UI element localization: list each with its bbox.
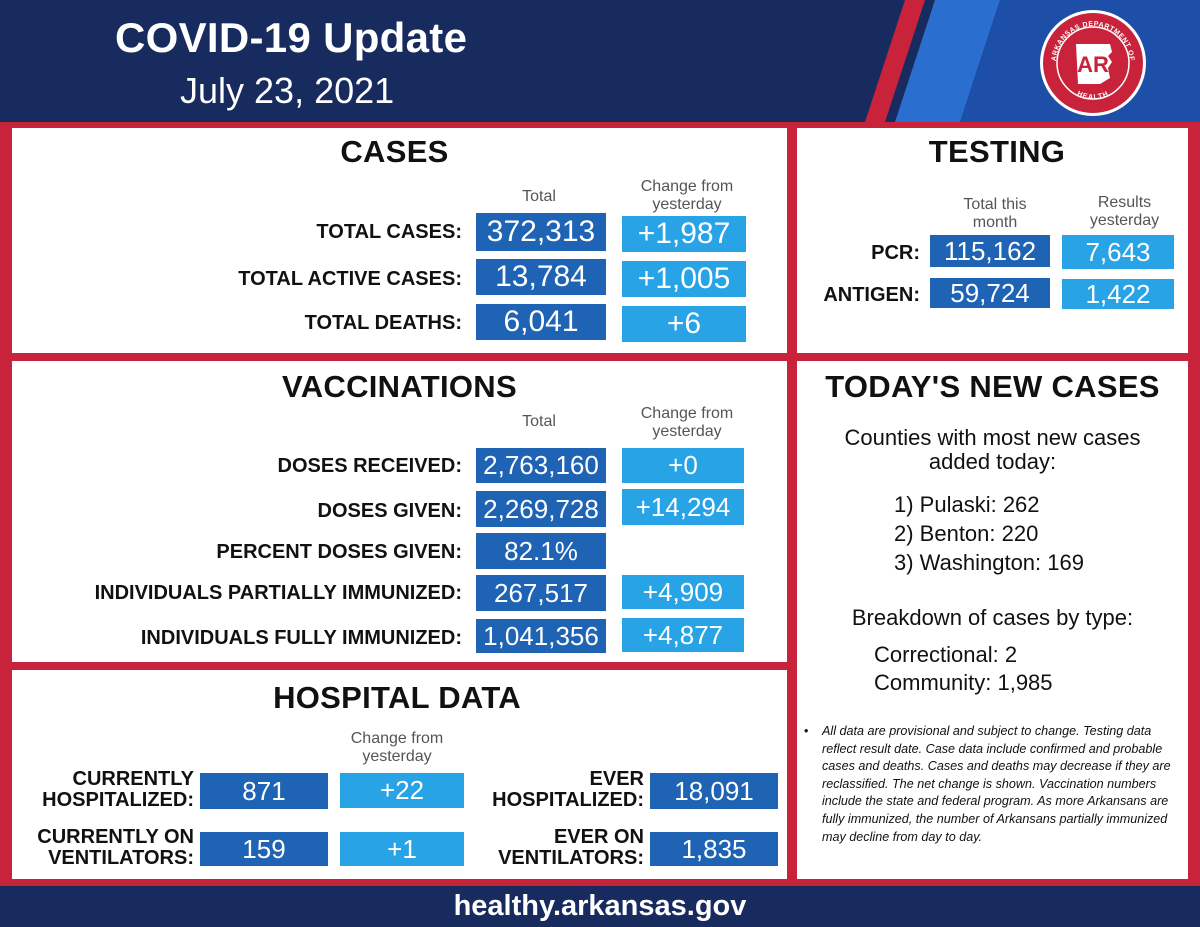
testing-panel: TESTING Total this month Results yesterd… — [797, 128, 1188, 353]
doses-given-label: DOSES GIVEN: — [317, 500, 462, 522]
ever-ventilators-value: 1,835 — [650, 832, 778, 866]
ever-hospitalized-line1: EVER — [589, 768, 644, 790]
svg-text:AR: AR — [1077, 52, 1109, 77]
ever-ventilators-label: EVER ON VENTILATORS: — [498, 827, 644, 869]
currently-ventilators-line1: CURRENTLY ON — [37, 826, 194, 848]
cases-title: CASES — [340, 134, 449, 169]
county-item: 2) Benton: 220 — [894, 521, 1039, 546]
hospital-col-change: Change from yesterday — [350, 730, 444, 765]
total-cases-label: TOTAL CASES: — [316, 221, 462, 243]
percent-doses-given-value: 82.1% — [476, 533, 606, 569]
svg-text:HEALTH: HEALTH — [1076, 90, 1110, 101]
currently-hospitalized-label: CURRENTLY HOSPITALIZED: — [42, 769, 194, 811]
partially-immunized-label: INDIVIDUALS PARTIALLY IMMUNIZED: — [94, 582, 462, 604]
fully-immunized-change: +4,877 — [622, 618, 744, 652]
new-cases-panel — [797, 361, 1188, 879]
disclaimer-text: All data are provisional and subject to … — [822, 724, 1171, 844]
vaccinations-panel: VACCINATIONS Total Change from yesterday… — [12, 361, 787, 662]
ever-hospitalized-line2: HOSPITALIZED: — [492, 789, 644, 811]
hospital-title: HOSPITAL DATA — [273, 680, 521, 715]
antigen-yesterday-value: 1,422 — [1062, 279, 1174, 309]
counties-heading-line1: Counties with most new cases — [844, 425, 1141, 450]
doses-received-value: 2,763,160 — [476, 448, 606, 483]
total-cases-change: +1,987 — [622, 216, 746, 252]
ever-hospitalized-label: EVER HOSPITALIZED: — [492, 769, 644, 811]
doses-given-change: +14,294 — [622, 489, 744, 525]
doses-given-value: 2,269,728 — [476, 491, 606, 527]
currently-hospitalized-value: 871 — [200, 773, 328, 809]
arkansas-health-seal-logo: ARKANSAS DEPARTMENT OF HEALTH AR — [1040, 10, 1146, 116]
total-cases-value: 372,313 — [476, 213, 606, 251]
county-item: 1) Pulaski: 262 — [894, 492, 1040, 517]
pcr-month-value: 115,162 — [930, 235, 1050, 267]
footer-url-link[interactable]: healthy.arkansas.gov — [0, 886, 1200, 927]
testing-col-month: Total this month — [963, 196, 1027, 231]
ever-ventilators-line1: EVER ON — [553, 826, 644, 848]
currently-hospitalized-line1: CURRENTLY — [72, 768, 195, 790]
ever-hospitalized-value: 18,091 — [650, 773, 778, 809]
counties-heading-line2: added today: — [928, 449, 1057, 474]
active-cases-value: 13,784 — [476, 259, 606, 295]
currently-ventilators-change: +1 — [340, 832, 464, 866]
testing-col-yesterday: Results yesterday — [1089, 194, 1160, 229]
breakdown-item: Community: 1,985 — [874, 670, 1053, 695]
partially-immunized-change: +4,909 — [622, 575, 744, 609]
new-cases-title: TODAY'S NEW CASES — [825, 369, 1160, 404]
vaccinations-title: VACCINATIONS — [282, 369, 517, 404]
vaccinations-col-change: Change from yesterday — [640, 405, 734, 440]
bullet-icon: • — [804, 724, 809, 738]
antigen-label: ANTIGEN: — [823, 284, 920, 306]
total-deaths-change: +6 — [622, 306, 746, 342]
cases-panel: CASES Total Change from yesterday TOTAL … — [12, 128, 787, 353]
currently-ventilators-label: CURRENTLY ON VENTILATORS: — [37, 827, 194, 869]
cases-col-total: Total — [522, 188, 556, 205]
active-cases-label: TOTAL ACTIVE CASES: — [238, 268, 462, 290]
active-cases-change: +1,005 — [622, 261, 746, 297]
counties-heading: Counties with most new cases added today… — [800, 426, 1185, 474]
page-date: July 23, 2021 — [180, 70, 395, 111]
currently-hospitalized-change: +22 — [340, 773, 464, 808]
doses-received-label: DOSES RECEIVED: — [277, 455, 462, 477]
testing-title: TESTING — [928, 134, 1066, 169]
total-deaths-label: TOTAL DEATHS: — [304, 312, 462, 334]
pcr-yesterday-value: 7,643 — [1062, 235, 1174, 269]
doses-received-change: +0 — [622, 448, 744, 483]
pcr-label: PCR: — [871, 242, 920, 264]
hospital-panel: HOSPITAL DATA Change from yesterday CURR… — [12, 670, 787, 879]
fully-immunized-label: INDIVIDUALS FULLY IMMUNIZED: — [140, 627, 462, 649]
breakdown-item: Correctional: 2 — [874, 642, 1018, 667]
currently-ventilators-value: 159 — [200, 832, 328, 866]
partially-immunized-value: 267,517 — [476, 575, 606, 611]
page-title: COVID-19 Update — [115, 14, 468, 61]
currently-ventilators-line2: VENTILATORS: — [48, 847, 194, 869]
vaccinations-col-total: Total — [522, 413, 556, 430]
ever-ventilators-line2: VENTILATORS: — [498, 847, 644, 869]
currently-hospitalized-line2: HOSPITALIZED: — [42, 789, 194, 811]
breakdown-heading: Breakdown of cases by type: — [851, 605, 1134, 630]
percent-doses-given-label: PERCENT DOSES GIVEN: — [216, 541, 462, 563]
fully-immunized-value: 1,041,356 — [476, 619, 606, 653]
cases-col-change: Change from yesterday — [640, 178, 734, 213]
county-item: 3) Washington: 169 — [894, 550, 1084, 575]
antigen-month-value: 59,724 — [930, 278, 1050, 308]
header-banner: COVID-19 Update July 23, 2021 ARKANSAS D… — [0, 0, 1200, 122]
total-deaths-value: 6,041 — [476, 304, 606, 340]
